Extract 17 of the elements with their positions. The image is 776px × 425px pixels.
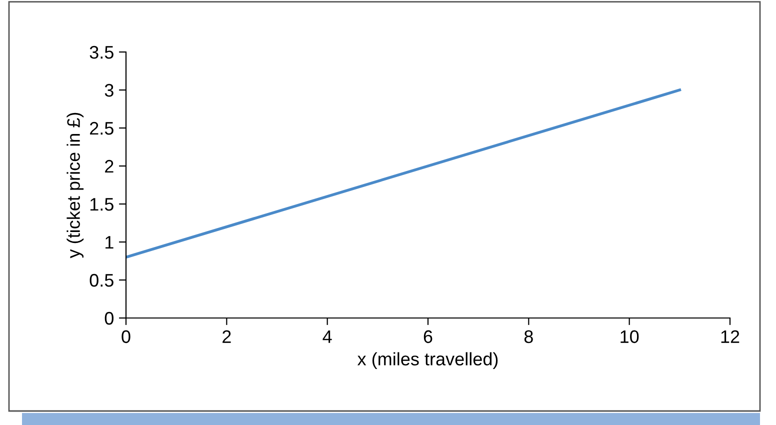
y-tick-label: 0 bbox=[104, 312, 114, 325]
y-tick-label: 1 bbox=[106, 236, 114, 249]
x-tick-label: 10 bbox=[620, 330, 639, 344]
y-tick-label: 3 bbox=[104, 84, 114, 97]
x-tick-label: 8 bbox=[524, 330, 533, 344]
x-tick-label: 12 bbox=[721, 330, 740, 343]
x-tick-label: 6 bbox=[424, 330, 432, 344]
y-tick-label: 0.5 bbox=[90, 274, 114, 287]
y-tick-label: 3.5 bbox=[90, 46, 114, 59]
y-tick-label: 2 bbox=[105, 160, 114, 173]
x-tick-label: 4 bbox=[322, 330, 332, 343]
x-axis-title: x (miles travelled) bbox=[357, 352, 498, 370]
y-tick-label: 2.5 bbox=[90, 122, 114, 135]
y-tick-label: 1.5 bbox=[90, 198, 114, 211]
y-axis-title: y (ticket price in £) bbox=[66, 112, 84, 258]
x-tick-label: 0 bbox=[122, 330, 130, 344]
x-tick-label: 2 bbox=[222, 330, 231, 343]
